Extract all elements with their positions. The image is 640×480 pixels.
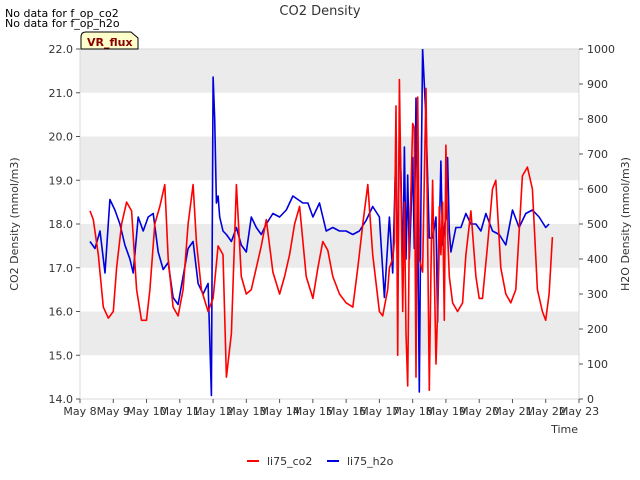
right-tick-label: 600: [587, 183, 608, 196]
legend-label-h2o: li75_h2o: [347, 455, 394, 468]
right-tick-label: 300: [587, 288, 608, 301]
left-tick-label: 17.0: [49, 262, 74, 275]
grid-band: [80, 92, 579, 137]
x-tick-label: May 8: [63, 405, 96, 418]
legend: li75_co2 li75_h2o: [247, 455, 394, 468]
left-tick-label: 20.0: [49, 131, 74, 144]
x-axis-label: Time: [550, 423, 578, 436]
right-tick-label: 500: [587, 218, 608, 231]
series-line-li75-co2: [89, 78, 554, 392]
x-tick-label: May 12: [193, 405, 233, 418]
chart-title: CO2 Density: [279, 4, 360, 19]
right-tick-label: 700: [587, 148, 608, 161]
right-axis-ticks: 0 100 200 300 400 500 600 700 800 900 1000: [579, 43, 615, 406]
x-tick-label: May 20: [459, 405, 499, 418]
x-tick-label: May 22: [526, 405, 566, 418]
left-tick-label: 16.0: [49, 306, 74, 319]
x-tick-label: May 15: [293, 405, 333, 418]
left-tick-label: 19.0: [49, 174, 74, 187]
right-tick-label: 0: [587, 393, 594, 406]
y2-axis-label: H2O Density (mmol/m3): [619, 157, 632, 291]
x-tick-label: May 19: [426, 405, 466, 418]
left-tick-label: 18.0: [49, 218, 74, 231]
vr-flux-badge: VR_flux: [80, 31, 139, 50]
series-line-li75-h2o: [89, 49, 550, 397]
x-tick-label: May 14: [259, 405, 299, 418]
left-tick-label: 14.0: [49, 393, 74, 406]
x-tick-label: May 11: [160, 405, 200, 418]
right-tick-label: 200: [587, 323, 608, 336]
grid-band: [80, 180, 579, 224]
grid-band: [80, 355, 579, 399]
vr-flux-label: VR_flux: [87, 36, 133, 49]
left-tick-label: 22.0: [49, 43, 74, 56]
left-tick-label: 15.0: [49, 349, 74, 362]
no-data-message-co2: No data for f_op_co2: [5, 7, 119, 20]
x-tick-label: May 13: [226, 405, 266, 418]
y-axis-label: CO2 Density (mmol/m3): [8, 157, 21, 290]
grid-band: [80, 49, 579, 93]
x-tick-label: May 17: [359, 405, 399, 418]
right-tick-label: 900: [587, 78, 608, 91]
left-tick-label: 21.0: [49, 87, 74, 100]
grid-band: [80, 136, 579, 181]
x-tick-label: May 18: [393, 405, 433, 418]
grid-band: [80, 267, 579, 312]
right-tick-label: 100: [587, 358, 608, 371]
no-data-message-h2o: No data for f_op_h2o: [5, 17, 120, 30]
right-tick-label: 800: [587, 113, 608, 126]
grid-band: [80, 311, 579, 356]
legend-label-co2: li75_co2: [267, 455, 312, 468]
x-tick-label: May 23: [559, 405, 599, 418]
left-axis-ticks: 14.0 15.0 16.0 17.0 18.0 19.0 20.0 21.0 22.0: [49, 43, 80, 406]
x-tick-label: May 10: [126, 405, 166, 418]
right-tick-label: 400: [587, 253, 608, 266]
series-group: [89, 49, 554, 397]
right-tick-label: 1000: [587, 43, 615, 56]
x-tick-label: May 9: [97, 405, 130, 418]
x-tick-label: May 21: [492, 405, 532, 418]
x-tick-label: May 16: [326, 405, 366, 418]
